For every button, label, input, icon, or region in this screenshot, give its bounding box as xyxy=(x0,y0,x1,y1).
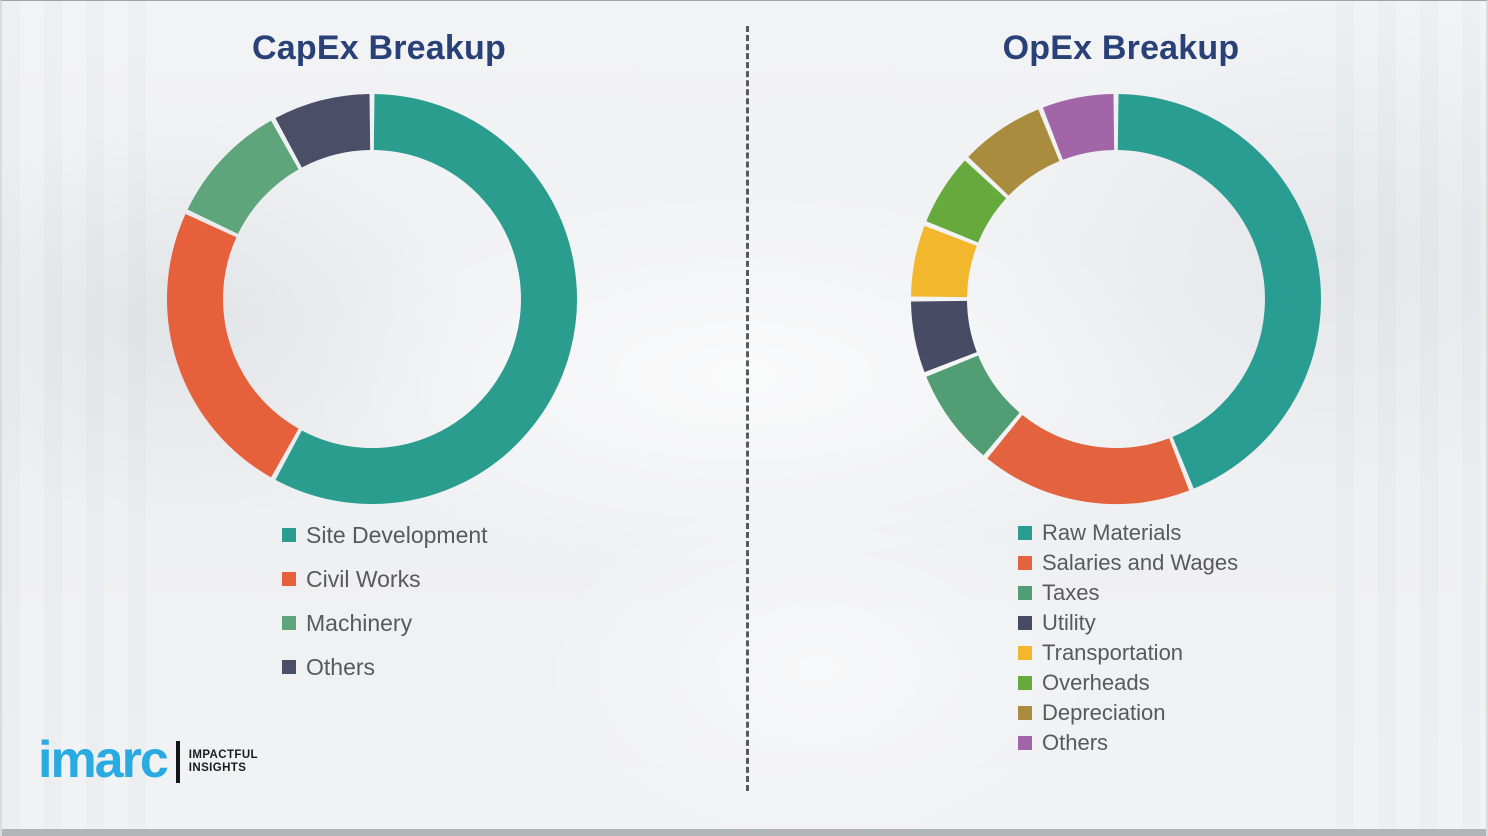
legend-swatch xyxy=(282,572,296,586)
legend-swatch xyxy=(1018,736,1032,750)
legend-swatch xyxy=(282,660,296,674)
legend-label: Machinery xyxy=(306,609,413,636)
donut-segment-utility xyxy=(911,300,978,373)
legend-label: Others xyxy=(306,653,376,680)
donut-segment-civil-works xyxy=(167,214,300,478)
opex-chart-title: OpEx Breakup xyxy=(1002,29,1240,67)
legend-label: Overheads xyxy=(1042,670,1150,695)
legend-item-raw-materials: Raw Materials xyxy=(1018,518,1238,548)
capex-donut-chart xyxy=(167,94,577,504)
imarc-logo-tagline: IMPACTFUL INSIGHTS xyxy=(189,749,258,775)
donut-segment-raw-materials xyxy=(1117,94,1321,489)
legend-label: Salaries and Wages xyxy=(1042,550,1239,575)
background-texture-right xyxy=(1336,1,1486,836)
legend-item-machinery: Machinery xyxy=(282,601,488,645)
legend-label: Raw Materials xyxy=(1042,520,1182,545)
donut-segment-salaries-and-wages xyxy=(987,414,1190,504)
donut-segment-others xyxy=(275,94,371,168)
capex-legend: Site Development Civil Works Machinery Othe… xyxy=(282,513,488,689)
legend-swatch xyxy=(1018,556,1032,570)
imarc-tagline-line2: INSIGHTS xyxy=(188,762,247,774)
imarc-tagline-line1: IMPACTFUL xyxy=(188,749,258,761)
legend-item-others: Others xyxy=(282,645,488,689)
background-texture-left xyxy=(2,1,152,836)
capex-chart-title: CapEx Breakup xyxy=(252,29,506,67)
donut-segment-others xyxy=(1042,94,1115,161)
legend-label: Utility xyxy=(1042,610,1096,635)
donut-segment-taxes xyxy=(926,354,1021,456)
imarc-logo: imarc IMPACTFUL INSIGHTS xyxy=(38,734,258,786)
legend-swatch xyxy=(1018,526,1032,540)
legend-item-transportation: Transportation xyxy=(1018,638,1238,668)
opex-donut-chart xyxy=(911,94,1321,504)
dashed-divider xyxy=(746,26,749,791)
donut-segment-machinery xyxy=(187,120,300,235)
imarc-logo-divider-bar xyxy=(175,741,180,783)
donut-segment-overheads xyxy=(926,160,1007,244)
legend-label: Others xyxy=(1042,730,1109,755)
opex-legend: Raw Materials Salaries and Wages Taxes Util… xyxy=(1018,518,1238,758)
legend-item-civil-works: Civil Works xyxy=(282,557,488,601)
legend-item-utility: Utility xyxy=(1018,608,1238,638)
legend-item-site-development: Site Development xyxy=(282,513,488,557)
legend-swatch xyxy=(282,616,296,630)
legend-label: Taxes xyxy=(1042,580,1100,605)
legend-swatch xyxy=(1018,646,1032,660)
legend-swatch xyxy=(1018,676,1032,690)
legend-swatch xyxy=(282,528,296,542)
legend-label: Transportation xyxy=(1042,640,1184,665)
legend-swatch xyxy=(1018,706,1032,720)
legend-item-salaries-and-wages: Salaries and Wages xyxy=(1018,548,1238,578)
donut-segment-transportation xyxy=(911,225,978,298)
legend-item-others: Others xyxy=(1018,728,1238,758)
legend-swatch xyxy=(1018,616,1032,630)
donut-segment-site-development xyxy=(275,94,577,504)
donut-segment-depreciation xyxy=(968,109,1061,197)
legend-item-depreciation: Depreciation xyxy=(1018,698,1238,728)
legend-swatch xyxy=(1018,586,1032,600)
legend-label: Site Development xyxy=(306,521,488,548)
legend-label: Civil Works xyxy=(306,565,421,592)
legend-item-overheads: Overheads xyxy=(1018,668,1238,698)
imarc-logo-wordmark: imarc xyxy=(38,731,169,789)
legend-item-taxes: Taxes xyxy=(1018,578,1238,608)
legend-label: Depreciation xyxy=(1042,700,1166,725)
bottom-border-strip xyxy=(2,829,1486,836)
